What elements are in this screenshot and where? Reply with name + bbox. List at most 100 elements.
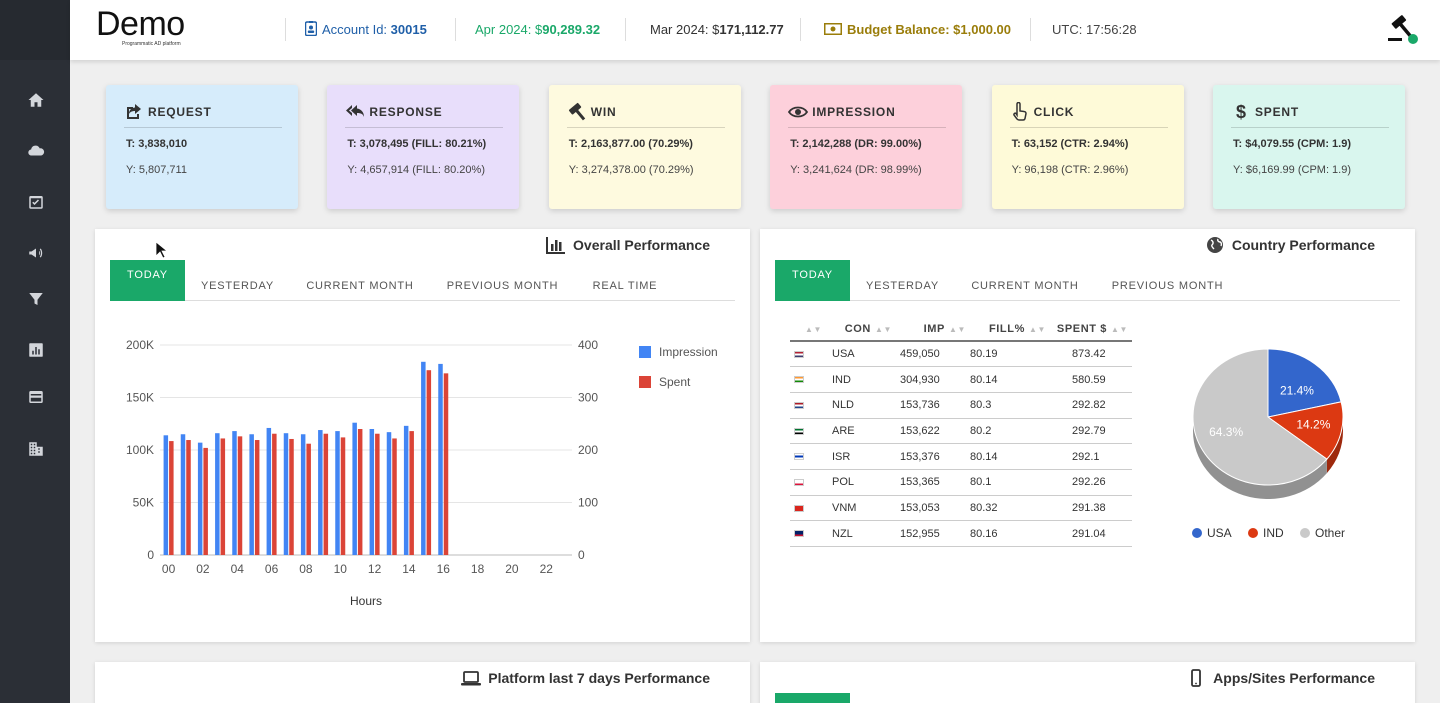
pie-label: 21.4% [1280, 383, 1314, 397]
legend-label: Other [1315, 526, 1346, 540]
kpi-title: RESPONSE [369, 105, 443, 119]
table-header-row: ▲▼ CON ▲▼ IMP ▲▼ FILL% ▲▼ SPENT $ ▲▼ [790, 317, 1132, 342]
overall-tab-previous-month[interactable]: PREVIOUS MONTH [446, 279, 559, 292]
filter-icon[interactable] [26, 289, 46, 309]
table-row: NLD 153,736 80.3 292.82 [790, 392, 1132, 419]
apr-value: 90,289.32 [542, 22, 601, 37]
impressions: 153,622 [900, 418, 970, 445]
bar-spent [272, 433, 277, 555]
avatar[interactable] [1386, 12, 1420, 46]
id-badge-icon [304, 21, 318, 37]
legend-dot [1248, 528, 1258, 538]
legend-impression[interactable]: Impression [639, 345, 718, 359]
spent: 292.79 [1050, 418, 1132, 445]
country-tab-today[interactable]: TODAY [775, 260, 850, 301]
legend-dot [1192, 528, 1202, 538]
megaphone-icon[interactable] [26, 243, 46, 263]
apr-revenue: Apr 2024: $90,289.32 [475, 21, 600, 39]
bar-impression [318, 430, 323, 555]
kpi-header: RESPONSE [345, 102, 442, 122]
sort-icon: ▲▼ [1110, 324, 1128, 334]
bar-impression [352, 422, 357, 555]
mar-label: Mar 2024: $ [650, 22, 720, 37]
y-tick-label: 200K [126, 338, 154, 352]
pie-slice-other [1192, 349, 1328, 486]
country-code: NZL [830, 520, 900, 547]
kpi-yesterday-value: Y: 4,657,914 (FILL: 80.20%) [347, 164, 485, 176]
column-fill[interactable]: FILL% ▲▼ [970, 317, 1050, 342]
overall-tab-yesterday[interactable]: YESTERDAY [200, 279, 274, 292]
kpi-header: REQUEST [124, 102, 212, 122]
overall-tab-today[interactable]: TODAY [110, 260, 185, 301]
legend-swatch [639, 346, 651, 358]
apps-sites-performance-panel: Apps/Sites Performance [760, 662, 1415, 703]
impressions: 152,955 [900, 520, 970, 547]
fill-rate: 80.14 [970, 443, 1050, 470]
overall-tab-real-time[interactable]: REAL TIME [592, 279, 658, 292]
kpi-today-value: T: 2,142,288 (DR: 99.00%) [790, 138, 922, 150]
cloud-icon[interactable] [26, 141, 46, 161]
account-id: Account Id: 30015 [304, 21, 427, 39]
bar-impression [215, 433, 220, 555]
flag-icon [794, 478, 804, 486]
gavel-avatar-icon [1388, 15, 1418, 44]
overall-bar-chart: 0 50K 100K 150K 200K 0 100 200 300 400 00 02 04 06 08 1… [126, 338, 598, 608]
kpi-header: WIN [567, 102, 617, 122]
apps-sites-title: Apps/Sites Performance [1186, 669, 1375, 687]
home-icon[interactable] [26, 90, 46, 110]
column-imp[interactable]: IMP ▲▼ [900, 317, 970, 342]
country-performance-panel: Country Performance TODAY YESTERDAY CURREN… [760, 229, 1415, 642]
bar-chart-icon[interactable] [26, 340, 46, 360]
mar-revenue: Mar 2024: $171,112.77 [650, 21, 784, 39]
flag-icon [794, 530, 804, 538]
kpi-today-value: T: 2,163,877.00 (70.29%) [568, 138, 693, 150]
flag-cell [790, 341, 830, 368]
legend-spent[interactable]: Spent [639, 375, 690, 389]
flag-cell [790, 392, 830, 419]
table-row: IND 304,930 80.14 580.59 [790, 366, 1132, 393]
x-tick-label: 08 [299, 562, 313, 576]
spent: 291.38 [1050, 495, 1132, 522]
divider [625, 18, 626, 41]
pie-legend-other[interactable]: Other [1300, 526, 1345, 540]
bar-impression [283, 433, 289, 555]
pie-slice-usa [1267, 349, 1342, 418]
kpi-title: REQUEST [148, 105, 212, 119]
bar-spent [426, 370, 432, 555]
building-icon[interactable] [26, 439, 46, 459]
brand-logo[interactable]: Demo Programmatic AD platform [96, 7, 185, 47]
eye-icon [788, 106, 809, 118]
flag-icon [794, 427, 804, 435]
fill-rate: 80.14 [970, 366, 1050, 393]
country-tab-yesterday[interactable]: YESTERDAY [865, 279, 939, 292]
spent: 292.82 [1050, 392, 1132, 419]
mobile-icon [1191, 669, 1202, 687]
bar-spent [323, 433, 329, 555]
fill-rate: 80.16 [970, 520, 1050, 547]
flag-icon [794, 504, 804, 512]
pie-legend-ind[interactable]: IND [1248, 526, 1284, 540]
country-table: ▲▼ CON ▲▼ IMP ▲▼ FILL% ▲▼ SPENT $ ▲▼ USA 459… [790, 317, 1132, 547]
pie-legend-usa[interactable]: USA [1192, 526, 1232, 540]
country-code: POL [830, 469, 900, 496]
x-axis-label: Hours [350, 594, 382, 608]
kpi-yesterday-value: Y: 5,807,711 [126, 164, 187, 176]
x-tick-label: 00 [162, 562, 176, 576]
legend-label: IND [1263, 526, 1284, 540]
column-spent[interactable]: SPENT $ ▲▼ [1050, 317, 1132, 342]
apps-tab-today[interactable] [775, 693, 850, 703]
credit-card-icon[interactable] [26, 387, 46, 407]
country-tab-current-month[interactable]: CURRENT MONTH [971, 279, 1079, 292]
top-bar: Demo Programmatic AD platform Account Id… [70, 0, 1440, 60]
table-row: USA 459,050 80.19 873.42 [790, 341, 1132, 368]
bar-impression [386, 432, 392, 555]
column-con[interactable]: CON ▲▼ [830, 317, 900, 342]
calendar-check-icon[interactable] [26, 192, 46, 212]
y2-tick-label: 400 [578, 338, 598, 352]
bar-chart-icon [546, 237, 566, 254]
sort-icon: ▲▼ [1028, 324, 1046, 334]
overall-tab-current-month[interactable]: CURRENT MONTH [306, 279, 414, 292]
country-tab-previous-month[interactable]: PREVIOUS MONTH [1111, 279, 1224, 292]
table-row: ISR 153,376 80.14 292.1 [790, 443, 1132, 470]
flag-column-header[interactable]: ▲▼ [790, 317, 830, 342]
